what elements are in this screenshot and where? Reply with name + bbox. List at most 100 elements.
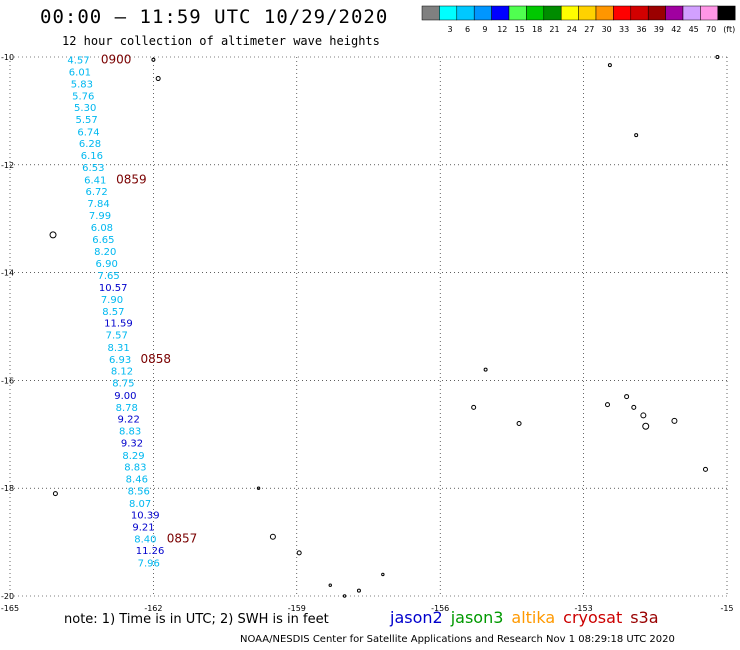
swh-value: 8.20 bbox=[94, 247, 116, 258]
page-subtitle: 12 hour collection of altimeter wave hei… bbox=[62, 34, 380, 48]
time-label: 0857 bbox=[167, 531, 198, 545]
island-outline bbox=[642, 422, 650, 430]
lat-tick-label: -10 bbox=[1, 53, 14, 62]
colorbar-label: 18 bbox=[532, 25, 542, 34]
colorbar-swatch bbox=[717, 5, 736, 21]
island-outline bbox=[605, 402, 610, 408]
legend-jason3: jason3 bbox=[450, 608, 504, 627]
swh-value: 11.26 bbox=[136, 546, 165, 557]
swh-value: 7.84 bbox=[87, 199, 109, 210]
swh-value: 5.57 bbox=[75, 115, 97, 126]
swh-value: 8.75 bbox=[112, 379, 134, 390]
colorbar-label: 9 bbox=[482, 25, 487, 34]
colorbar-label: 30 bbox=[602, 25, 612, 34]
swh-value: 8.31 bbox=[108, 343, 130, 354]
colorbar-label: 3 bbox=[448, 25, 453, 34]
swh-value: 8.83 bbox=[119, 427, 141, 438]
swh-value: 5.76 bbox=[72, 91, 94, 102]
swh-value: 9.22 bbox=[118, 415, 140, 426]
colorbar-label: 15 bbox=[515, 25, 525, 34]
lon-tick-label: -156 bbox=[431, 604, 449, 613]
swh-value: 8.29 bbox=[122, 451, 144, 462]
swh-value: 8.57 bbox=[102, 307, 124, 318]
lon-tick-label: -159 bbox=[288, 604, 306, 613]
colorbar-label: 42 bbox=[671, 25, 681, 34]
swh-value: 6.08 bbox=[91, 223, 113, 234]
legend-jason2: jason2 bbox=[390, 608, 443, 627]
swh-value: 5.30 bbox=[74, 103, 96, 114]
legend-s3a: s3a bbox=[630, 608, 659, 627]
satellite-legend: jason2 jason3 altika cryosat s3a bbox=[390, 608, 667, 627]
swh-value: 8.83 bbox=[124, 463, 146, 474]
swh-value: 8.12 bbox=[111, 367, 133, 378]
swh-value: 10.39 bbox=[131, 511, 160, 522]
colorbar-label: 45 bbox=[689, 25, 699, 34]
island-outline bbox=[381, 572, 385, 577]
island-outline bbox=[471, 404, 477, 410]
swh-value: 9.21 bbox=[132, 522, 154, 533]
island-outline bbox=[607, 63, 612, 68]
island-outline bbox=[715, 55, 720, 59]
swh-value: 8.07 bbox=[129, 499, 151, 510]
lon-tick-label: -153 bbox=[575, 604, 593, 613]
lon-tick-label: -162 bbox=[144, 604, 162, 613]
island-outline bbox=[631, 404, 637, 410]
island-outline bbox=[640, 412, 647, 419]
map-ticks: -165 -162 -159 -156 -153 -15 -10 -12 -14 -16 -18 -2… bbox=[1, 53, 734, 613]
islands bbox=[49, 55, 720, 598]
island-outline bbox=[702, 466, 708, 472]
credit-line: NOAA/NESDIS Center for Satellite Applica… bbox=[240, 634, 675, 645]
swh-colorbar: 3 6 9 12 15 18 21 24 27 30 33 36 39 42 45 70 (ft) bbox=[421, 5, 736, 34]
swh-value: 7.90 bbox=[101, 295, 123, 306]
island-outline bbox=[52, 491, 58, 497]
swh-value: 4.57 bbox=[67, 56, 89, 67]
swh-value: 6.93 bbox=[109, 355, 131, 366]
time-label: 0900 bbox=[101, 53, 132, 67]
island-outline bbox=[483, 367, 488, 372]
swh-track: 4.576.015.835.765.305.576.746.286.166.53… bbox=[67, 56, 164, 570]
colorbar-label: 6 bbox=[465, 25, 470, 34]
swh-value: 6.90 bbox=[96, 259, 118, 270]
island-outline bbox=[634, 133, 639, 138]
swh-value: 7.57 bbox=[106, 331, 128, 342]
island-outline bbox=[671, 417, 678, 424]
island-outline bbox=[296, 550, 302, 556]
colorbar-label: 36 bbox=[636, 25, 646, 34]
lat-tick-label: -14 bbox=[1, 269, 14, 278]
legend-cryosat: cryosat bbox=[563, 608, 623, 627]
time-labels: 0900 0859 0858 0857 bbox=[101, 53, 198, 546]
swh-value: 6.28 bbox=[79, 139, 101, 150]
lon-tick-label: -15 bbox=[720, 604, 733, 613]
time-label: 0858 bbox=[140, 352, 171, 366]
swh-value: 7.96 bbox=[138, 559, 160, 570]
swh-value: 6.65 bbox=[92, 235, 114, 246]
island-outline bbox=[151, 57, 156, 62]
island-outline bbox=[624, 394, 630, 400]
colorbar-label: 24 bbox=[567, 25, 577, 34]
island-outline bbox=[256, 486, 261, 490]
island-outline bbox=[155, 76, 161, 82]
time-label: 0859 bbox=[116, 172, 147, 186]
swh-value: 8.56 bbox=[128, 486, 150, 497]
swh-value: 9.32 bbox=[121, 438, 143, 449]
swh-value: 7.99 bbox=[89, 211, 111, 222]
swh-value: 6.01 bbox=[69, 68, 91, 79]
colorbar-unit: (ft) bbox=[723, 25, 735, 34]
island-outline bbox=[49, 231, 57, 239]
swh-value: 8.78 bbox=[116, 403, 138, 414]
swh-value: 5.83 bbox=[71, 79, 93, 90]
colorbar-label: 33 bbox=[619, 25, 629, 34]
lat-tick-label: -20 bbox=[1, 592, 14, 601]
swh-value: 7.65 bbox=[97, 271, 119, 282]
page-title: 00:00 – 11:59 UTC 10/29/2020 bbox=[40, 6, 389, 28]
colorbar-label: 27 bbox=[584, 25, 594, 34]
swh-value: 10.57 bbox=[99, 283, 128, 294]
footnote: note: 1) Time is in UTC; 2) SWH is in fe… bbox=[64, 612, 329, 627]
legend-altika: altika bbox=[511, 608, 556, 627]
colorbar-label: 12 bbox=[497, 25, 507, 34]
swh-value: 8.46 bbox=[126, 474, 148, 485]
swh-value: 6.16 bbox=[81, 151, 103, 162]
colorbar-label: 39 bbox=[654, 25, 664, 34]
island-outline bbox=[328, 583, 332, 587]
